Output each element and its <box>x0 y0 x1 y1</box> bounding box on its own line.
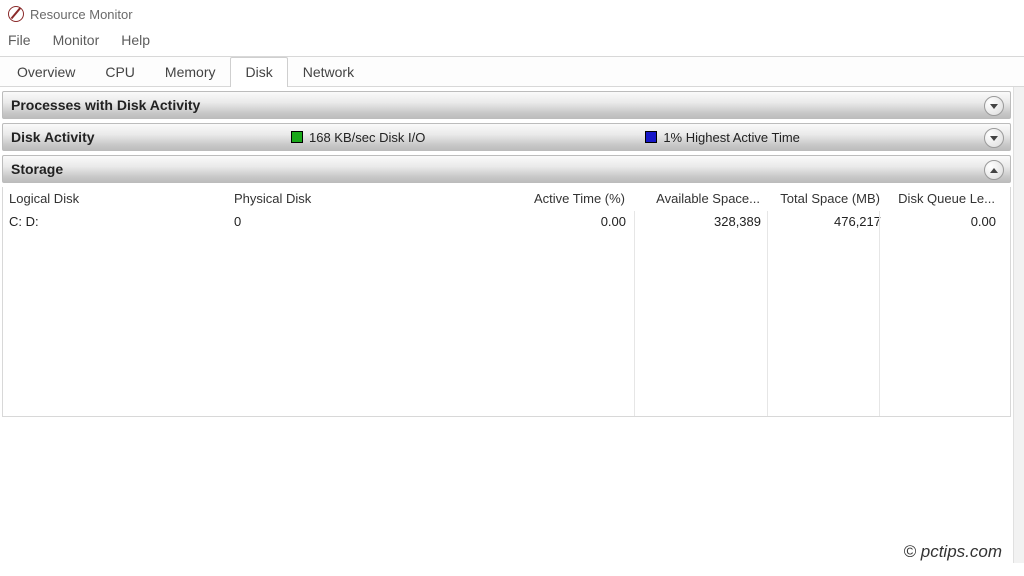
metric-active-time-label: 1% Highest Active Time <box>663 130 800 145</box>
tab-bar: Overview CPU Memory Disk Network <box>0 56 1024 87</box>
cell-queue: 0.00 <box>889 214 1004 229</box>
table-row[interactable]: C: D: 0 0.00 328,389 476,217 0.00 <box>3 210 1010 233</box>
tab-network[interactable]: Network <box>288 57 369 86</box>
app-icon <box>8 6 24 22</box>
chevron-down-icon <box>990 136 998 141</box>
section-header-processes[interactable]: Processes with Disk Activity <box>2 91 1011 119</box>
col-queue-length[interactable]: Disk Queue Le... <box>889 191 1004 206</box>
swatch-active-time <box>645 131 657 143</box>
vertical-scrollbar[interactable] <box>1013 87 1024 563</box>
panel-area: Processes with Disk Activity Disk Activi… <box>0 87 1013 563</box>
expand-activity-button[interactable] <box>984 128 1004 148</box>
cell-active-time: 0.00 <box>504 214 634 229</box>
storage-table: Logical Disk Physical Disk Active Time (… <box>2 187 1011 417</box>
section-title-activity: Disk Activity <box>11 129 291 145</box>
watermark: © pctips.com <box>904 542 1003 562</box>
metric-disk-io-label: 168 KB/sec Disk I/O <box>309 130 425 145</box>
section-header-activity[interactable]: Disk Activity 168 KB/sec Disk I/O 1% Hig… <box>2 123 1011 151</box>
chevron-up-icon <box>990 168 998 173</box>
menu-help[interactable]: Help <box>117 30 154 50</box>
cell-total: 476,217 <box>769 214 889 229</box>
cell-available: 328,389 <box>634 214 769 229</box>
tab-disk[interactable]: Disk <box>230 57 287 87</box>
col-total-space[interactable]: Total Space (MB) <box>769 191 889 206</box>
expand-processes-button[interactable] <box>984 96 1004 116</box>
col-physical-disk[interactable]: Physical Disk <box>234 191 504 206</box>
window-title: Resource Monitor <box>30 7 133 22</box>
menu-bar: File Monitor Help <box>0 26 1024 56</box>
menu-file[interactable]: File <box>4 30 35 50</box>
col-active-time[interactable]: Active Time (%) <box>504 191 634 206</box>
tab-memory[interactable]: Memory <box>150 57 231 86</box>
tab-cpu[interactable]: CPU <box>90 57 150 86</box>
menu-monitor[interactable]: Monitor <box>49 30 104 50</box>
section-title-storage: Storage <box>11 161 291 177</box>
col-available[interactable]: Available Space... <box>634 191 769 206</box>
col-logical-disk[interactable]: Logical Disk <box>9 191 234 206</box>
metric-disk-io: 168 KB/sec Disk I/O <box>291 130 425 145</box>
tab-overview[interactable]: Overview <box>2 57 90 86</box>
cell-physical: 0 <box>234 214 504 229</box>
section-header-storage[interactable]: Storage <box>2 155 1011 183</box>
collapse-storage-button[interactable] <box>984 160 1004 180</box>
title-bar: Resource Monitor <box>0 0 1024 26</box>
metric-active-time: 1% Highest Active Time <box>645 130 800 145</box>
cell-logical: C: D: <box>9 214 234 229</box>
chevron-down-icon <box>990 104 998 109</box>
swatch-disk-io <box>291 131 303 143</box>
section-title-processes: Processes with Disk Activity <box>11 97 291 113</box>
table-header-row: Logical Disk Physical Disk Active Time (… <box>3 187 1010 210</box>
